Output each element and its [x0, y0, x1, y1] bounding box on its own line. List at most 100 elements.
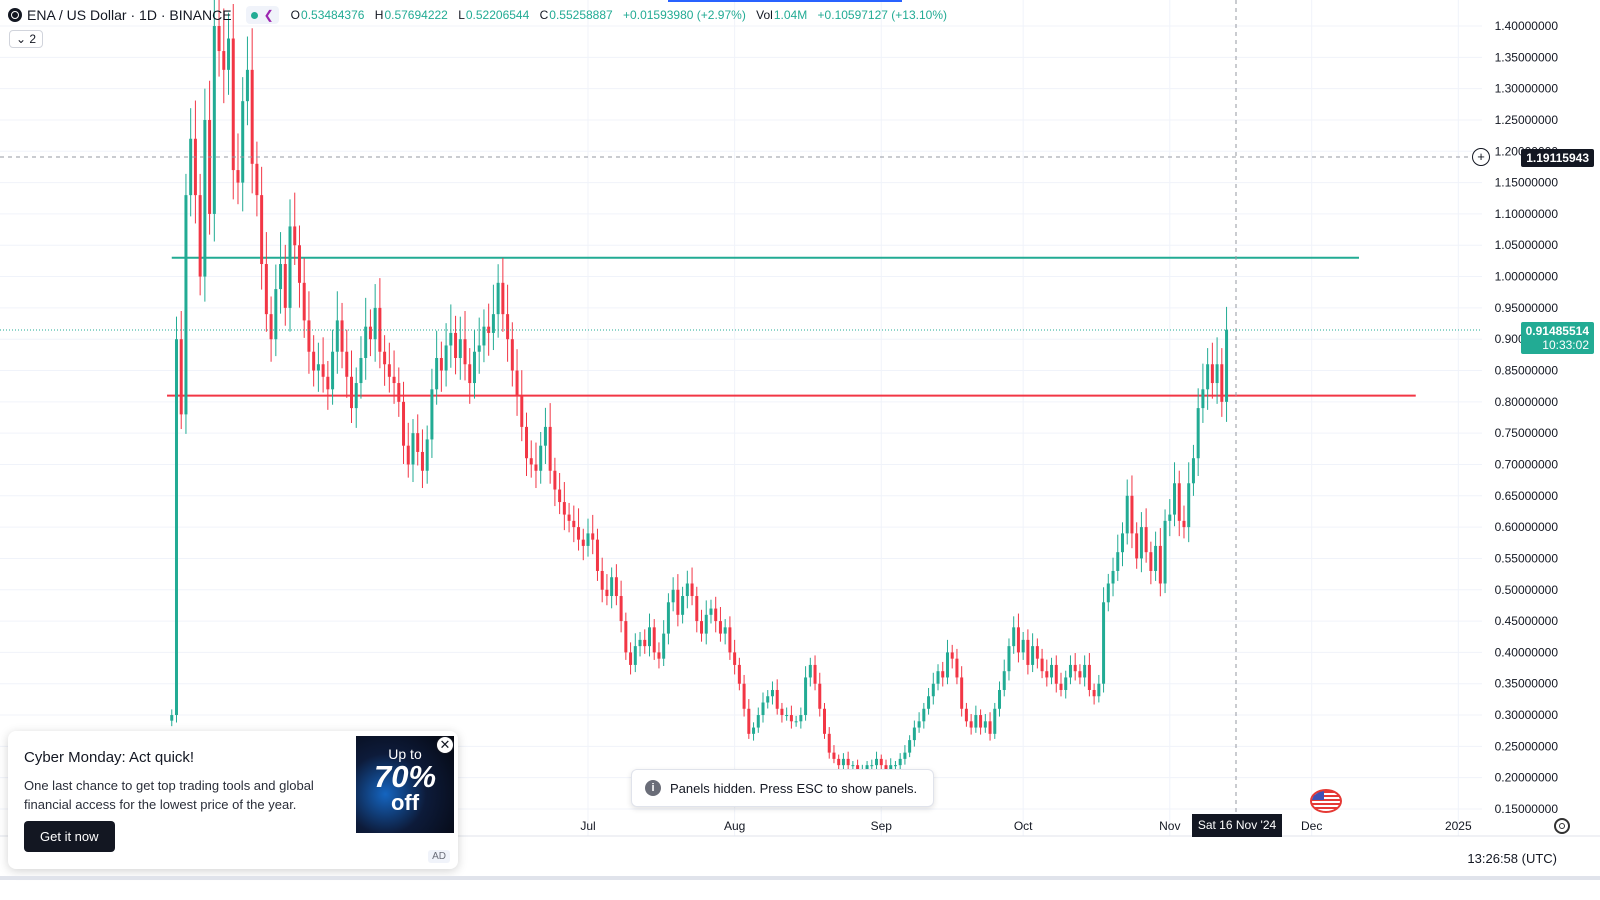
- candle-body: [529, 458, 533, 465]
- candle-body: [1050, 664, 1054, 678]
- candle-body: [700, 621, 704, 634]
- candle-body: [586, 533, 590, 546]
- candle-body: [406, 445, 410, 465]
- candle-body: [998, 689, 1002, 709]
- candle-body: [1139, 527, 1143, 559]
- horizontal-lines: [167, 256, 1416, 397]
- candle-body: [908, 740, 912, 753]
- candle-body: [1045, 671, 1049, 678]
- symbol-title[interactable]: ENA / US Dollar · 1D · BINANCE: [27, 7, 232, 23]
- time-tick-label: Oct: [1014, 819, 1033, 833]
- promo-image[interactable]: Up to 70% off: [356, 736, 454, 833]
- candle-body: [241, 101, 245, 183]
- candle-body: [1083, 664, 1087, 678]
- candle-body: [472, 351, 476, 384]
- candle-body: [662, 633, 666, 659]
- candle-body: [1064, 677, 1068, 690]
- candle-body: [851, 765, 855, 767]
- add-alert-icon[interactable]: +: [1472, 148, 1490, 166]
- us-flag-event-icon[interactable]: [1310, 789, 1342, 813]
- candle-body: [553, 470, 557, 490]
- candle-body: [487, 326, 491, 333]
- volume-value: 1.04M: [773, 8, 808, 22]
- candle-body: [444, 345, 448, 371]
- candle-body: [288, 226, 292, 308]
- candle-body: [340, 320, 344, 352]
- candle-body: [898, 758, 902, 766]
- candle-body: [1182, 520, 1186, 528]
- status-dot-icon: [250, 11, 258, 19]
- candle-body: [1187, 483, 1191, 528]
- candle-body: [250, 69, 254, 164]
- get-it-now-button[interactable]: Get it now: [24, 821, 115, 852]
- candle-body: [515, 370, 519, 396]
- candle-body: [931, 683, 935, 697]
- candle-body: [274, 289, 278, 340]
- candle-body: [416, 433, 420, 452]
- candle-body: [832, 752, 836, 759]
- candle-body: [312, 351, 316, 371]
- candle-body: [629, 652, 633, 665]
- candle-body: [189, 138, 193, 196]
- close-icon[interactable]: ✕: [436, 736, 454, 754]
- price-tick-label: 0.30000000: [1495, 708, 1559, 722]
- candles: [170, 0, 1229, 777]
- panels-hidden-toast: i Panels hidden. Press ESC to show panel…: [631, 769, 934, 807]
- toolbar-indicator: [668, 0, 902, 2]
- candle-body: [1054, 664, 1058, 684]
- candle-body: [577, 527, 581, 540]
- candle-body: [1225, 329, 1229, 402]
- candle-body: [179, 339, 183, 415]
- candle-body: [974, 715, 978, 728]
- candle-body: [657, 652, 661, 659]
- candle-body: [709, 608, 713, 615]
- candle-body: [316, 364, 320, 371]
- candle-body: [1215, 364, 1219, 384]
- candle-body: [1106, 583, 1110, 603]
- candle-body: [326, 376, 330, 390]
- last-price-label: 0.91485514 10:33:02: [1520, 322, 1594, 354]
- candle-body: [988, 721, 992, 734]
- candle-body: [184, 195, 188, 415]
- price-tick-label: 1.25000000: [1495, 113, 1559, 127]
- candle-body: [264, 264, 268, 315]
- candle-body: [543, 426, 547, 446]
- candle-body: [605, 589, 609, 597]
- crosshair-date-label: Sat 16 Nov '24: [1192, 814, 1282, 837]
- candle-body: [666, 602, 670, 634]
- utc-clock[interactable]: 13:26:58 (UTC): [1467, 851, 1557, 866]
- candle-body: [198, 195, 202, 277]
- market-status[interactable]: ❮: [245, 6, 279, 24]
- chart-settings-icon[interactable]: [1554, 818, 1570, 834]
- candle-body: [922, 708, 926, 722]
- candle-body: [373, 307, 377, 340]
- promo-off: off: [390, 790, 420, 815]
- candle-body: [378, 307, 382, 352]
- price-tick-label: 1.15000000: [1495, 176, 1559, 190]
- candle-body: [331, 351, 335, 390]
- candle-body: [1196, 408, 1200, 459]
- candle-body: [1149, 552, 1153, 571]
- candle-body: [875, 758, 879, 766]
- candle-body: [1154, 545, 1158, 571]
- candle-body: [747, 708, 751, 734]
- candle-body: [458, 339, 462, 358]
- candle-body: [496, 282, 500, 315]
- candle-body: [558, 489, 562, 503]
- candle-body: [624, 621, 628, 653]
- candle-body: [638, 639, 642, 647]
- candle-body: [506, 314, 510, 340]
- symbol-logo-icon: [8, 8, 22, 22]
- candle-body: [449, 332, 453, 346]
- price-tick-label: 1.00000000: [1495, 270, 1559, 284]
- candle-body: [893, 765, 897, 767]
- legend-collapse-button[interactable]: ⌄ 2: [9, 30, 44, 48]
- candle-body: [799, 715, 803, 722]
- bottom-panel-edge: [0, 876, 1600, 880]
- candle-body: [960, 677, 964, 709]
- candle-body: [600, 570, 604, 590]
- last-price-value: 0.91485514: [1525, 324, 1589, 338]
- price-tick-label: 1.05000000: [1495, 238, 1559, 252]
- candle-body: [1135, 533, 1139, 559]
- candle-body: [1111, 570, 1115, 584]
